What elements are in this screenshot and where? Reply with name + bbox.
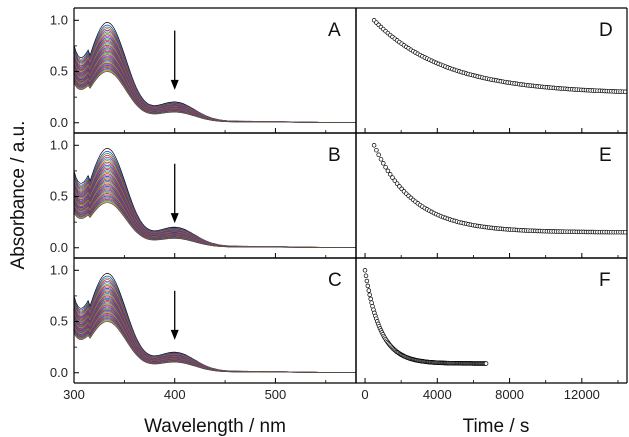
data-point <box>366 288 372 293</box>
y-tick-label: 0.0 <box>50 115 68 130</box>
data-point <box>369 300 374 305</box>
panel-label: E <box>599 145 612 166</box>
data-point <box>483 361 489 366</box>
y-tick-label: 1.0 <box>50 12 68 27</box>
data-point <box>383 164 388 170</box>
data-point <box>390 175 395 180</box>
y-tick-label: 1.0 <box>50 262 68 277</box>
x-tick-label: 500 <box>265 387 287 402</box>
spectrum-line <box>74 70 356 124</box>
y-tick-label: 0.0 <box>50 240 68 255</box>
data-point <box>381 161 386 166</box>
plots-layer <box>74 18 627 374</box>
data-point <box>362 268 368 273</box>
panel-e-plot <box>371 143 627 235</box>
data-point <box>387 172 393 177</box>
axes-overlay: A 0.0 0.5 1.0 B 0.0 0.5 1.0 C 0.0 0.5 1.0 300 400 500 D… <box>50 12 619 402</box>
data-point <box>394 181 400 186</box>
data-point <box>385 168 391 174</box>
spectrum-line <box>74 202 356 249</box>
data-point <box>622 89 627 95</box>
panel-d-plot <box>371 18 627 95</box>
spectrum-line <box>74 71 356 124</box>
y-tick-label: 0.5 <box>50 64 68 79</box>
x-tick-label: 400 <box>164 387 186 402</box>
data-point <box>368 296 373 302</box>
x-tick-label: 4000 <box>423 387 452 402</box>
spectrum-line <box>74 320 356 374</box>
panel-a-plot <box>74 22 356 124</box>
panel-label: D <box>599 20 613 41</box>
x-axis-label-time: Time / s <box>463 416 530 437</box>
decrease-arrow-head <box>170 329 179 340</box>
data-point <box>371 143 377 148</box>
spectrum-line <box>74 319 356 374</box>
x-axis-label-wavelength: Wavelength / nm <box>144 416 286 437</box>
panel-c-plot <box>74 273 356 374</box>
data-point <box>376 152 381 158</box>
y-tick-label: 0.5 <box>50 314 68 329</box>
decrease-arrow-head <box>170 79 179 90</box>
panel-label: B <box>328 145 341 166</box>
data-point <box>378 156 384 162</box>
spectrum-line <box>74 201 356 249</box>
panel-label: A <box>328 20 341 41</box>
x-tick-label: 300 <box>63 387 85 402</box>
panel-label: C <box>328 270 342 291</box>
data-point <box>367 292 372 298</box>
x-tick-label: 0 <box>361 387 368 402</box>
data-point <box>374 147 379 153</box>
panel-b-plot <box>74 148 356 249</box>
x-tick-label: 8000 <box>495 387 524 402</box>
data-point <box>364 278 370 284</box>
data-point <box>622 229 627 235</box>
y-tick-label: 0.5 <box>50 189 68 204</box>
x-tick-label: 12000 <box>564 387 600 402</box>
spectrum-line <box>74 321 356 374</box>
decrease-arrow-head <box>170 213 179 224</box>
data-point <box>363 273 369 279</box>
panel-label: F <box>599 270 611 291</box>
y-tick-label: 0.0 <box>50 365 68 380</box>
panel-f-plot <box>362 268 489 366</box>
spectrum-line <box>74 69 356 124</box>
data-point <box>392 178 398 183</box>
data-point <box>365 283 371 289</box>
y-tick-label: 1.0 <box>50 137 68 152</box>
y-axis-label: Absorbance / a.u. <box>8 121 29 270</box>
